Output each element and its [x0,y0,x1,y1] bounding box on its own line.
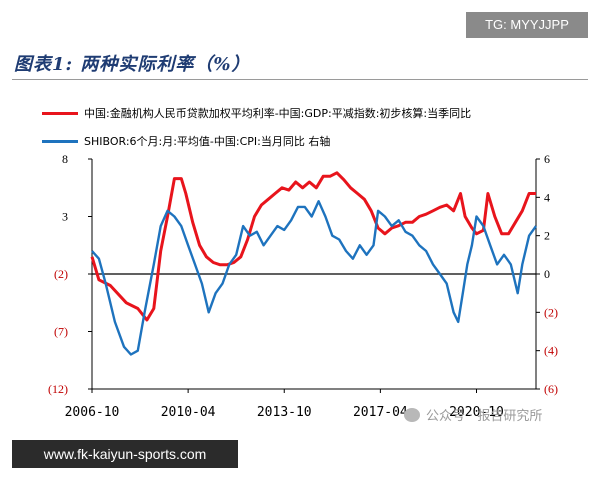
right-tick-label: (4) [544,344,558,358]
series-line-blue [91,200,537,356]
right-tick-label: (6) [544,382,558,396]
watermark-tag: TG: MYYJJPP [466,12,588,38]
left-tick-label: (7) [54,325,68,339]
figure-title: 图表1: 两种实际利率（%） [14,54,251,75]
legend-item-blue: SHIBOR:6个月:月:平均值-中国:CPI:当月同比 右轴 [42,132,330,150]
left-tick-label: 3 [62,210,68,224]
footer-url-bar: www.fk-kaiyun-sports.com [12,440,238,468]
right-tick-label: 4 [544,190,550,204]
x-tick-label: 2010-04 [161,405,216,420]
legend-label-blue: SHIBOR:6个月:月:平均值-中国:CPI:当月同比 右轴 [84,135,331,148]
left-tick-label: 8 [62,152,68,166]
legend-item-red: 中国:金融机构人民币贷款加权平均利率-中国:GDP:平减指数:初步核算:当季同比 [42,104,471,122]
legend-swatch-red [42,111,78,115]
x-tick-label: 2017-04 [353,405,408,420]
left-tick-label: (2) [54,267,68,281]
wechat-icon [404,407,420,422]
legend-swatch-blue [42,139,78,143]
title-divider [12,79,588,80]
right-tick-label: 2 [544,229,550,243]
x-tick-label: 2020-10 [449,405,504,420]
wechat-watermark: 公众号 · 报告研究所 [404,405,542,424]
right-tick-label: 0 [544,267,550,281]
right-tick-label: 6 [544,152,550,166]
series-line-red [90,171,536,322]
x-tick-label: 2013-10 [257,405,312,420]
legend-label-red: 中国:金融机构人民币贷款加权平均利率-中国:GDP:平减指数:初步核算:当季同比 [84,107,472,120]
wechat-watermark-text: 公众号 · 报告研究所 [426,409,543,424]
left-tick-label: (12) [48,382,68,396]
right-tick-label: (2) [544,305,558,319]
x-tick-label: 2006-10 [65,405,120,420]
